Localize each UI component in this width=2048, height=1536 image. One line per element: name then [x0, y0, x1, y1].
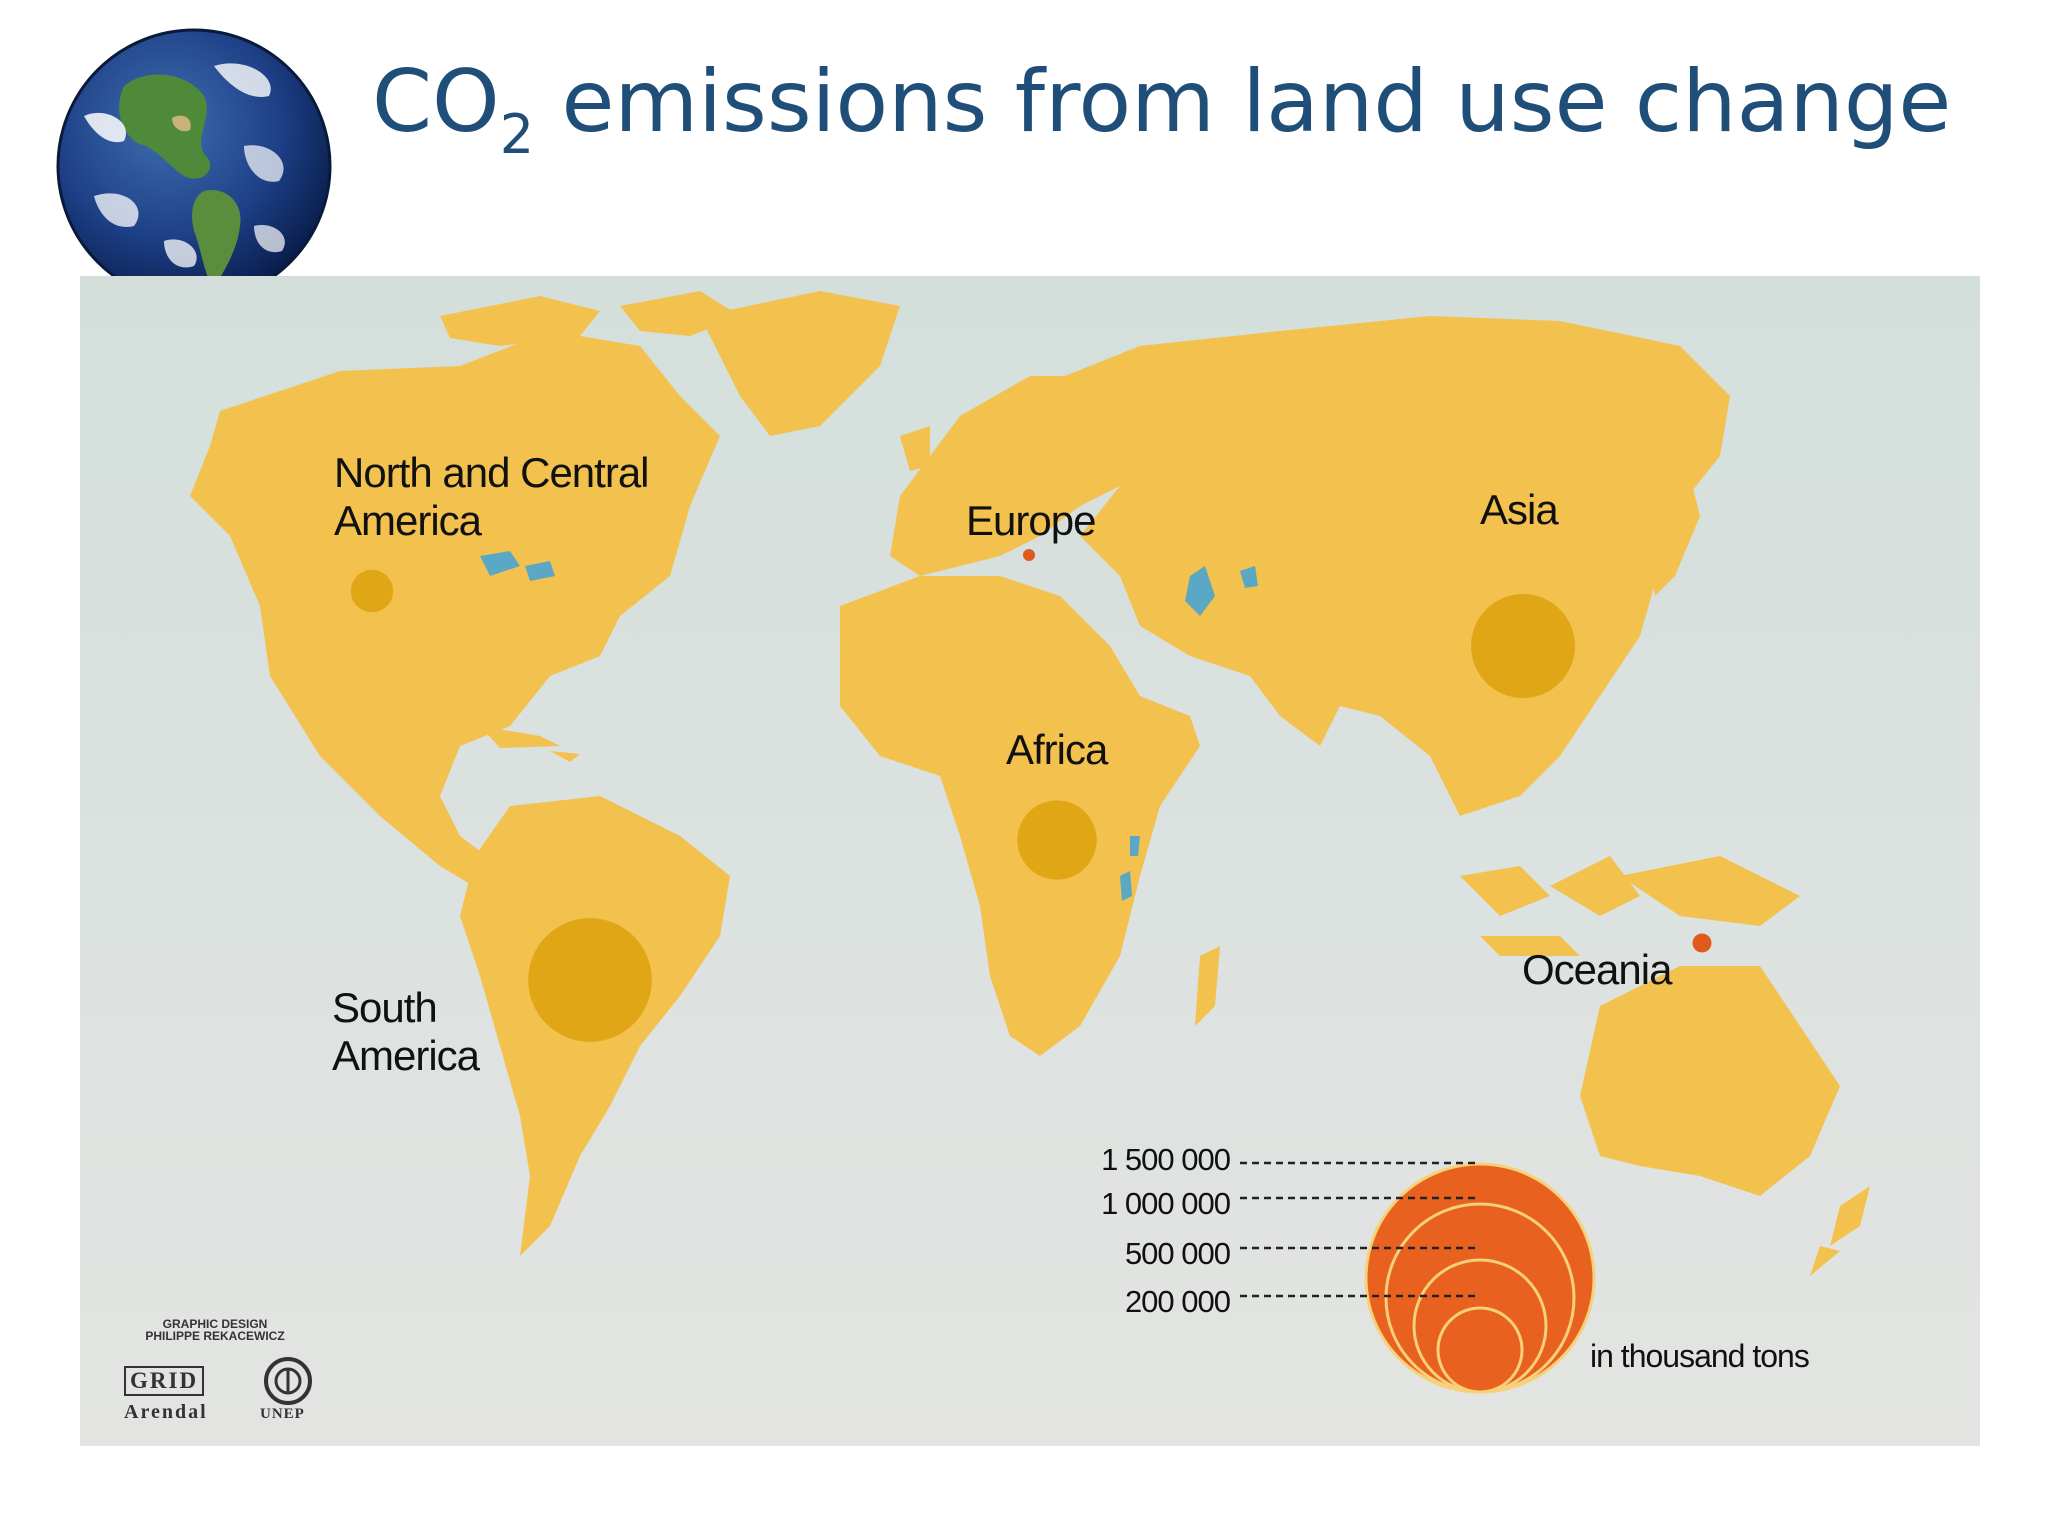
- credit-design-line2: PHILIPPE REKACEWICZ: [145, 1329, 285, 1343]
- caribbean: [480, 726, 580, 762]
- legend-value-1000000: 1 000 000: [1101, 1186, 1231, 1221]
- label-south-america: South America: [332, 984, 480, 1079]
- label-north-central-america: North and Central America: [334, 449, 650, 544]
- bubble-south-america: [528, 918, 652, 1042]
- legend-leader-lines: [1240, 1161, 1480, 1298]
- grid-logo-text: GRID: [130, 1368, 199, 1393]
- legend-value-500000: 500 000: [1124, 1236, 1231, 1271]
- landmasses: [190, 291, 1870, 1276]
- africa-land: [840, 576, 1200, 1056]
- legend-circle-200000: [1436, 1306, 1524, 1394]
- legend-value-200000: 200 000: [1124, 1284, 1231, 1319]
- label-europe: Europe: [966, 497, 1096, 544]
- unep-logo-icon: [264, 1357, 312, 1405]
- credit-design: GRAPHIC DESIGN PHILIPPE REKACEWICZ: [120, 1318, 310, 1342]
- unep-text: UNEP: [260, 1406, 305, 1422]
- europe-land: [890, 376, 1160, 576]
- japan: [1650, 476, 1700, 596]
- asia-land: [1040, 316, 1730, 816]
- australia-land: [1580, 966, 1840, 1196]
- east-african-lakes: [1120, 836, 1140, 901]
- legend-unit: in thousand tons: [1590, 1338, 1810, 1374]
- bubble-north-central-america: [350, 569, 394, 613]
- greenland: [700, 291, 900, 436]
- grid-logo: GRID: [124, 1366, 205, 1396]
- new-zealand: [1810, 1186, 1870, 1276]
- bubble-oceania: [1692, 933, 1712, 953]
- aral-sea: [1240, 566, 1258, 588]
- map-canvas: [80, 276, 1980, 1446]
- label-oceania: Oceania: [1522, 946, 1672, 993]
- title-co: CO: [372, 52, 500, 152]
- title-rest: emissions from land use change: [534, 52, 1952, 152]
- bubble-europe: [1023, 549, 1035, 561]
- title-subscript: 2: [499, 103, 535, 166]
- great-lakes: [480, 551, 555, 581]
- legend-circles: [1364, 1162, 1596, 1394]
- bubble-asia: [1471, 594, 1575, 698]
- earth-globe-image: [56, 28, 332, 304]
- credit-design-line1: GRAPHIC DESIGN: [162, 1317, 268, 1331]
- bubble-africa: [1017, 800, 1097, 880]
- arendal-text: Arendal: [124, 1401, 208, 1423]
- canadian-islands: [440, 291, 740, 346]
- label-africa: Africa: [1006, 726, 1108, 773]
- label-asia: Asia: [1480, 486, 1559, 533]
- legend-value-1500000: 1 500 000: [1101, 1142, 1231, 1177]
- world-map: North and Central America Europe Asia Af…: [80, 276, 1980, 1446]
- madagascar: [1195, 946, 1220, 1026]
- lakes: [480, 551, 1258, 901]
- slide-title: CO2 emissions from land use change: [372, 52, 1952, 166]
- southeast-asia-islands: [1460, 856, 1800, 956]
- emission-bubbles: [350, 549, 1712, 1042]
- caspian-sea: [1185, 566, 1215, 616]
- north-america-land: [190, 331, 720, 896]
